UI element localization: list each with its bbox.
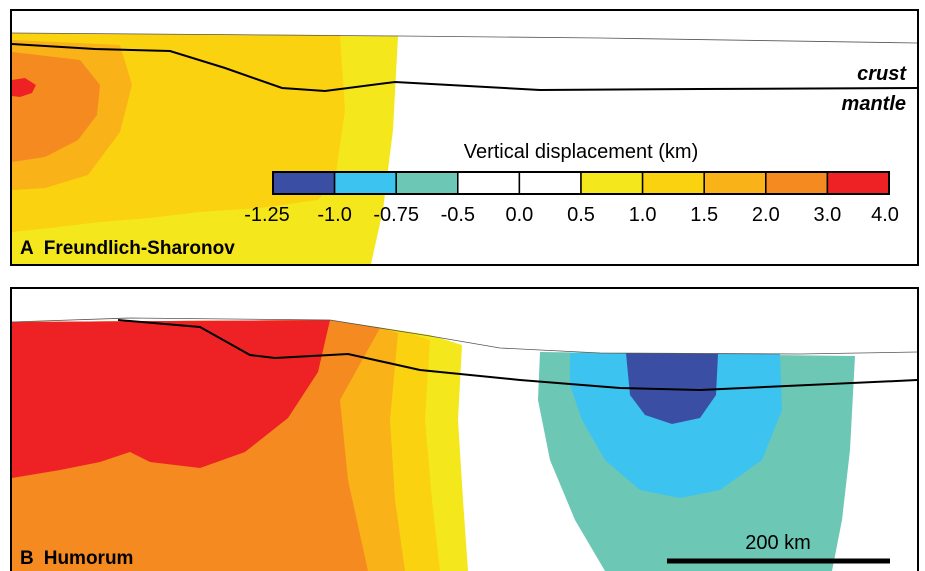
- legend-tick-labels: -1.25 -1.0 -0.75 -0.5 0.0 0.5 1.0 1.5 2.0 3.0 4.0: [244, 204, 899, 226]
- legend-title: Vertical displacement (km): [464, 141, 699, 163]
- legend: Vertical displacement (km) -1.25 -1.0 -0.7…: [244, 141, 899, 226]
- legend-frame: [272, 171, 890, 195]
- legend-swatch: [580, 171, 644, 195]
- legend-tick-label: -1.25: [244, 204, 290, 226]
- legend-swatch: [272, 171, 336, 195]
- legend-swatch: [826, 171, 890, 195]
- panel-b-label: B Humorum: [20, 548, 133, 569]
- crust-label: crust: [857, 63, 907, 85]
- crust-mantle-boundary-a: [12, 43, 917, 93]
- panel-b-name: Humorum: [44, 548, 134, 569]
- crust-mantle-boundary-b: [117, 319, 917, 392]
- surface-line-b: [12, 317, 917, 355]
- legend-swatch: [518, 171, 582, 195]
- legend-swatch: [395, 171, 459, 195]
- contour-2.0-3.0: [12, 52, 100, 162]
- panel-a: crust mantle Vertical displacement (km) …: [10, 9, 919, 266]
- legend-tick-label: 1.0: [629, 204, 657, 226]
- legend-tick-label: -0.5: [441, 204, 475, 226]
- panel-a-label: A Freundlich-Sharonov: [20, 238, 235, 259]
- contour-b-3.0-4.0: [12, 320, 330, 478]
- legend-tick-label: 4.0: [871, 204, 899, 226]
- legend-swatch: [765, 171, 829, 195]
- legend-tick-label: 0.0: [505, 204, 533, 226]
- panel-a-letter: A: [20, 238, 34, 259]
- scale-bar: 200 km: [667, 532, 890, 564]
- panel-a-name: Freundlich-Sharonov: [44, 238, 236, 259]
- mantle-label: mantle: [842, 93, 906, 115]
- legend-tick-label: -1.0: [317, 204, 351, 226]
- scale-bar-label: 200 km: [745, 532, 811, 554]
- legend-tick-label: 2.0: [752, 204, 780, 226]
- surface-line-a: [12, 32, 917, 44]
- panel-b: 200 km B Humorum: [10, 287, 919, 571]
- contour-3.0-4.0: [12, 78, 36, 97]
- panel-b-letter: B: [20, 548, 34, 569]
- legend-swatch: [457, 171, 521, 195]
- legend-tick-label: 0.5: [567, 204, 595, 226]
- legend-tick-label: 3.0: [813, 204, 841, 226]
- legend-swatch: [703, 171, 767, 195]
- legend-tick-label: 1.5: [690, 204, 718, 226]
- legend-swatch: [641, 171, 705, 195]
- legend-tick-label: -0.75: [373, 204, 419, 226]
- legend-swatches: [272, 171, 890, 195]
- legend-swatch: [333, 171, 397, 195]
